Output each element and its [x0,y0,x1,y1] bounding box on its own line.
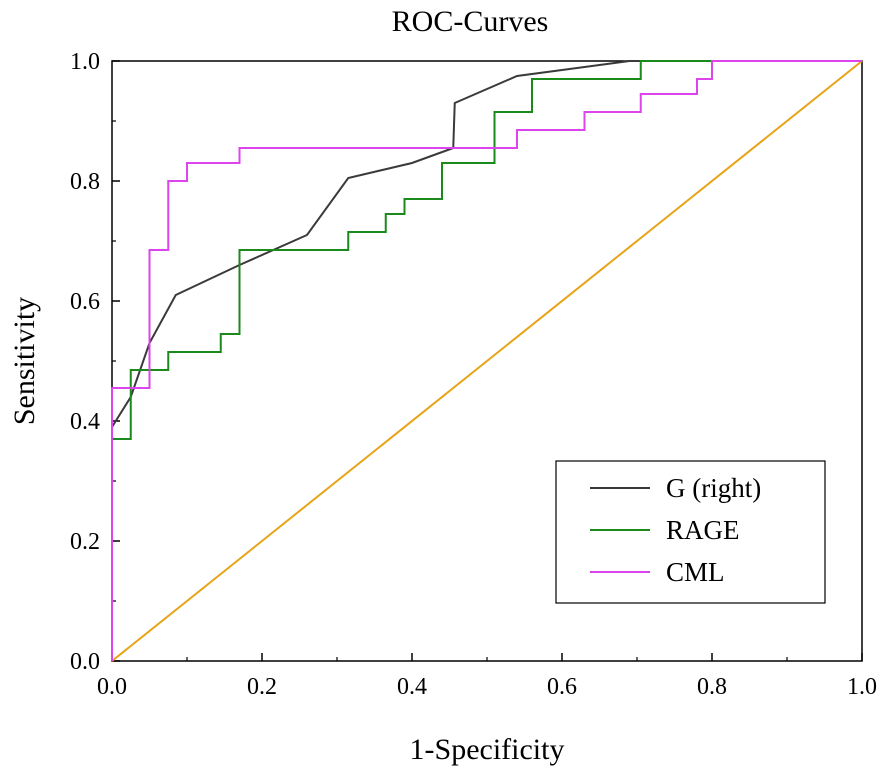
legend-label-cml: CML [666,557,725,587]
x-tick-label: 0.4 [397,674,427,700]
series-line-cml [111,60,862,661]
axis-tick-labels: 0.0 0.2 0.4 0.6 0.8 1.0 0.0 0.2 0.4 0.6 0.8 1.0 [70,49,877,700]
y-tick-label: 0.2 [70,529,100,555]
x-tick-label: 0.0 [97,674,127,700]
legend-label-g-right: G (right) [666,473,761,503]
x-tick-label: 0.6 [547,674,577,700]
chart-title: ROC-Curves [392,5,549,38]
series-line-reference [111,60,863,662]
y-axis-label: Sensitivity [8,297,41,425]
series-lines [111,60,863,662]
y-tick-label: 0.8 [70,169,100,195]
y-tick-label: 1.0 [70,49,100,75]
series-line-g-right [111,60,862,661]
legend-label-rage: RAGE [666,515,740,545]
series-line-rage [111,60,862,661]
y-tick-label: 0.4 [70,409,100,435]
x-axis-label: 1-Specificity [410,733,565,766]
legend: G (right) RAGE CML [555,460,826,604]
y-tick-label: 0.0 [70,649,100,675]
x-tick-label: 0.8 [697,674,727,700]
y-tick-label: 0.6 [70,289,100,315]
x-tick-label: 1.0 [847,674,877,700]
x-tick-label: 0.2 [247,674,277,700]
legend-box [555,460,826,604]
